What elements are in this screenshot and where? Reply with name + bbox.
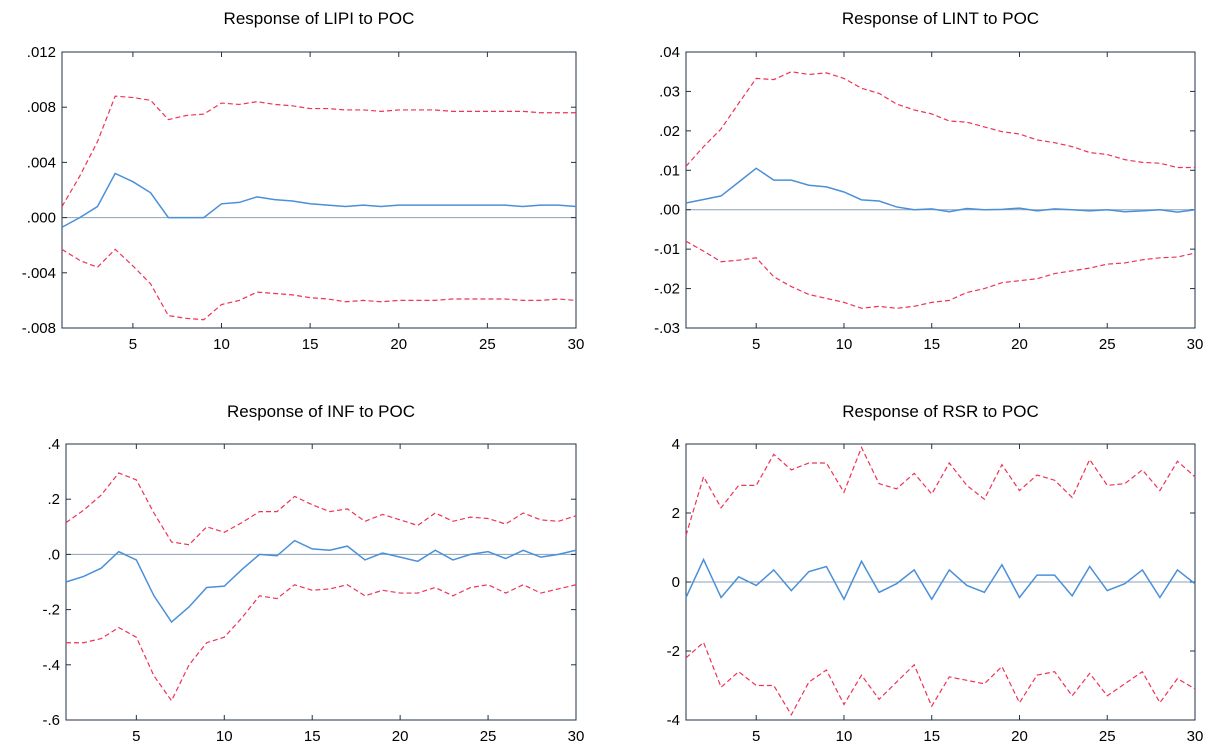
x-tick-label: 5	[129, 336, 137, 353]
y-tick-label: -.02	[654, 281, 680, 298]
y-tick-label: -.6	[42, 712, 60, 729]
chart-title: Response of LIPI to POC	[224, 9, 415, 28]
x-tick-label: 20	[390, 336, 407, 353]
y-tick-label: 4	[672, 436, 680, 453]
x-tick-label: 25	[1099, 336, 1116, 353]
x-tick-label: 30	[568, 336, 585, 353]
y-tick-label: -.004	[22, 265, 56, 282]
series-lower-line	[61, 248, 577, 321]
y-tick-label: .02	[659, 123, 680, 140]
x-tick-label: 25	[480, 728, 497, 745]
chart-title: Response of INF to POC	[227, 402, 415, 421]
y-tick-label: .2	[47, 491, 60, 508]
series-lower-line	[66, 584, 577, 702]
y-tick-label: .004	[27, 154, 56, 171]
series-upper-line	[61, 95, 576, 207]
series-response-line	[61, 172, 577, 228]
x-tick-label: 15	[923, 336, 940, 353]
y-tick-label: .03	[659, 83, 680, 100]
y-tick-label: 0	[672, 574, 680, 591]
x-tick-label: 30	[1187, 728, 1204, 745]
plot-frame	[685, 51, 1196, 329]
x-tick-label: 5	[752, 728, 760, 745]
y-tick-label: .0	[47, 546, 60, 563]
x-tick-label: 30	[1187, 336, 1204, 353]
series-upper-line	[685, 445, 1196, 536]
series-response-line	[685, 557, 1196, 601]
y-tick-label: .000	[27, 210, 56, 227]
x-tick-label: 15	[304, 728, 321, 745]
panel-inf: Response of INF to POC -.6 -.4 -.2 .0 .2 .4 5 10…	[42, 402, 584, 745]
series-upper-line	[65, 472, 577, 546]
series-lower-line	[685, 240, 1196, 309]
y-tick-label: .00	[659, 202, 680, 219]
x-tick-label: 10	[213, 336, 230, 353]
panel-lipi: Response of LIPI to POC -.008 -.004 .000 .00…	[22, 9, 585, 353]
x-tick-label: 20	[1011, 336, 1028, 353]
chart-title: Response of RSR to POC	[842, 402, 1039, 421]
x-tick-label: 5	[132, 728, 140, 745]
x-tick-label: 25	[1099, 728, 1116, 745]
y-tick-label: -2	[667, 643, 680, 660]
y-tick-label: -.01	[654, 241, 680, 258]
y-tick-label: .04	[659, 44, 680, 61]
plot-frame	[61, 51, 577, 329]
series-response-line	[65, 539, 577, 624]
x-tick-label: 10	[836, 336, 853, 353]
x-tick-label: 30	[568, 728, 585, 745]
y-tick-label: -.03	[654, 320, 680, 337]
x-tick-label: 20	[392, 728, 409, 745]
plot-frame	[65, 443, 577, 721]
series-response-line	[685, 167, 1196, 213]
x-tick-label: 10	[836, 728, 853, 745]
x-tick-label: 15	[923, 728, 940, 745]
x-tick-label: 25	[479, 336, 496, 353]
y-tick-label: -4	[667, 712, 680, 729]
y-tick-label: .012	[27, 44, 56, 61]
y-tick-label: -.4	[42, 657, 60, 674]
x-tick-label: 5	[752, 336, 760, 353]
chart-title: Response of LINT to POC	[842, 9, 1039, 28]
x-tick-label: 10	[216, 728, 233, 745]
y-tick-label: -.2	[42, 602, 60, 619]
y-tick-label: .4	[47, 436, 60, 453]
y-tick-label: -.008	[22, 320, 56, 337]
x-tick-label: 20	[1011, 728, 1028, 745]
series-upper-line	[685, 71, 1195, 169]
y-tick-label: .01	[659, 162, 680, 179]
y-tick-label: .008	[27, 99, 56, 116]
x-tick-label: 15	[302, 336, 319, 353]
panel-lint: Response of LINT to POC -.03 -.02 -.01 .00 .0…	[654, 9, 1203, 353]
panel-rsr: Response of RSR to POC -4 -2 0 2 4 5 10 15 20 25 30	[667, 402, 1204, 745]
y-tick-label: 2	[672, 505, 680, 522]
series-lower-line	[685, 641, 1196, 717]
